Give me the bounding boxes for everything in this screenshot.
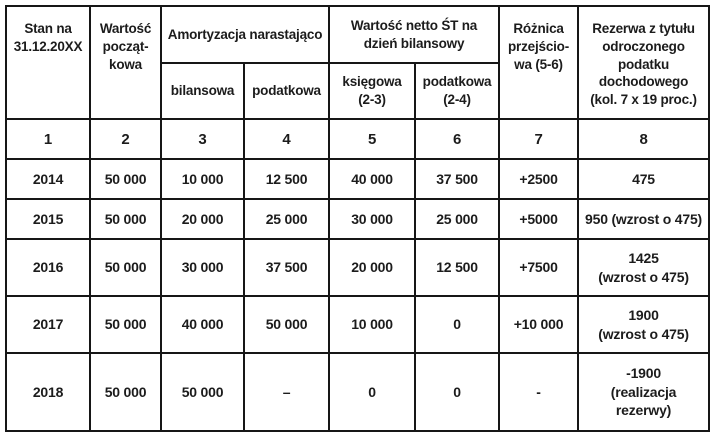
cell-netto-podatkowa: 25 000 [414,198,501,240]
header-rezerwa: Rezerwa z tytułu odroczonego podatku doc… [577,5,711,120]
column-number: 5 [328,118,417,160]
column-number: 8 [577,118,711,160]
cell-wartosc-poczatkowa: 50 000 [89,295,162,354]
cell-netto-podatkowa: 0 [414,295,501,354]
cell-amortyzacja-bilansowa: 40 000 [160,295,245,354]
header-amortyzacja-narastajaco: Amortyzacja narastająco [159,5,331,64]
cell-amortyzacja-podatkowa: 25 000 [242,198,331,240]
cell-netto-ksiegowa: 30 000 [328,198,417,240]
cell-amortyzacja-bilansowa: 50 000 [160,352,245,432]
subheader-ksiegowa: księgowa (2-3) [328,62,417,120]
cell-roznica: - [498,352,580,432]
subheader-bilansowa: bilansowa [160,62,245,120]
column-number: 3 [160,118,245,160]
cell-amortyzacja-podatkowa: 50 000 [242,295,331,354]
cell-netto-ksiegowa: 20 000 [328,238,417,297]
cell-amortyzacja-podatkowa: 37 500 [242,238,331,297]
cell-amortyzacja-podatkowa: 12 500 [242,158,331,200]
header-roznica-przejsciowa: Różnica przejścio- wa (5-6) [498,5,580,120]
column-number: 7 [498,118,580,160]
cell-netto-podatkowa: 0 [414,352,501,432]
cell-wartosc-poczatkowa: 50 000 [89,352,162,432]
cell-rezerwa: -1900 (realizacja rezerwy) [577,352,711,432]
cell-netto-ksiegowa: 40 000 [328,158,417,200]
cell-rezerwa: 950 (wzrost o 475) [577,198,711,240]
cell-year: 2015 [5,198,91,240]
cell-year: 2014 [5,158,91,200]
table-row-2016: 2016 50 000 30 000 37 500 20 000 12 500 … [5,238,711,297]
column-number-row: 1 2 3 4 5 6 7 8 [5,118,711,160]
header-wartosc-netto: Wartość netto ŚT na dzień bilansowy [328,5,501,64]
cell-netto-ksiegowa: 0 [328,352,417,432]
table-row-2017: 2017 50 000 40 000 50 000 10 000 0 +10 0… [5,295,711,354]
cell-amortyzacja-bilansowa: 30 000 [160,238,245,297]
column-number: 4 [242,118,331,160]
subheader-podatkowa-netto: podatkowa (2-4) [414,62,501,120]
cell-roznica: +7500 [498,238,580,297]
cell-roznica: +10 000 [498,295,580,354]
header-wartosc-poczatkowa: Wartość począt- kowa [89,5,162,120]
cell-amortyzacja-bilansowa: 10 000 [160,158,245,200]
cell-rezerwa: 1425 (wzrost o 475) [577,238,711,297]
table-row-2015: 2015 50 000 20 000 25 000 30 000 25 000 … [5,198,711,240]
cell-amortyzacja-podatkowa: – [242,352,331,432]
cell-rezerwa: 475 [577,158,711,200]
column-number: 2 [89,118,162,160]
deferred-tax-table: Stan na 31.12.20XX Wartość począt- kowa … [5,5,711,432]
cell-year: 2016 [5,238,91,297]
cell-netto-ksiegowa: 10 000 [328,295,417,354]
cell-amortyzacja-bilansowa: 20 000 [160,198,245,240]
table-row-2018: 2018 50 000 50 000 – 0 0 - -1900 (realiz… [5,352,711,432]
column-number: 6 [414,118,501,160]
table-row-2014: 2014 50 000 10 000 12 500 40 000 37 500 … [5,158,711,200]
cell-wartosc-poczatkowa: 50 000 [89,158,162,200]
cell-year: 2018 [5,352,91,432]
subheader-podatkowa-amortyzacja: podatkowa [242,62,331,120]
cell-rezerwa: 1900 (wzrost o 475) [577,295,711,354]
cell-netto-podatkowa: 12 500 [414,238,501,297]
header-stan-na: Stan na 31.12.20XX [5,5,91,120]
cell-roznica: +2500 [498,158,580,200]
cell-wartosc-poczatkowa: 50 000 [89,198,162,240]
column-number: 1 [5,118,91,160]
cell-year: 2017 [5,295,91,354]
cell-roznica: +5000 [498,198,580,240]
cell-netto-podatkowa: 37 500 [414,158,501,200]
cell-wartosc-poczatkowa: 50 000 [89,238,162,297]
